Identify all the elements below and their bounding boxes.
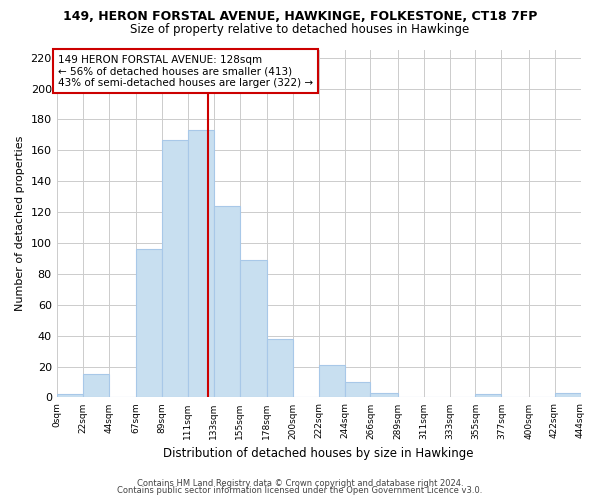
- Bar: [83, 374, 109, 398]
- Bar: [370, 393, 398, 398]
- X-axis label: Distribution of detached houses by size in Hawkinge: Distribution of detached houses by size …: [163, 447, 474, 460]
- Text: Size of property relative to detached houses in Hawkinge: Size of property relative to detached ho…: [130, 22, 470, 36]
- Y-axis label: Number of detached properties: Number of detached properties: [15, 136, 25, 312]
- Bar: [56, 394, 83, 398]
- Text: Contains public sector information licensed under the Open Government Licence v3: Contains public sector information licen…: [118, 486, 482, 495]
- Bar: [214, 206, 239, 398]
- Bar: [188, 130, 214, 398]
- Bar: [319, 365, 344, 398]
- Text: 149 HERON FORSTAL AVENUE: 128sqm
← 56% of detached houses are smaller (413)
43% : 149 HERON FORSTAL AVENUE: 128sqm ← 56% o…: [58, 54, 313, 88]
- Bar: [344, 382, 370, 398]
- Bar: [239, 260, 266, 398]
- Bar: [554, 393, 581, 398]
- Bar: [475, 394, 502, 398]
- Text: 149, HERON FORSTAL AVENUE, HAWKINGE, FOLKESTONE, CT18 7FP: 149, HERON FORSTAL AVENUE, HAWKINGE, FOL…: [63, 10, 537, 23]
- Bar: [266, 339, 293, 398]
- Bar: [136, 249, 161, 398]
- Bar: [161, 140, 188, 398]
- Text: Contains HM Land Registry data © Crown copyright and database right 2024.: Contains HM Land Registry data © Crown c…: [137, 478, 463, 488]
